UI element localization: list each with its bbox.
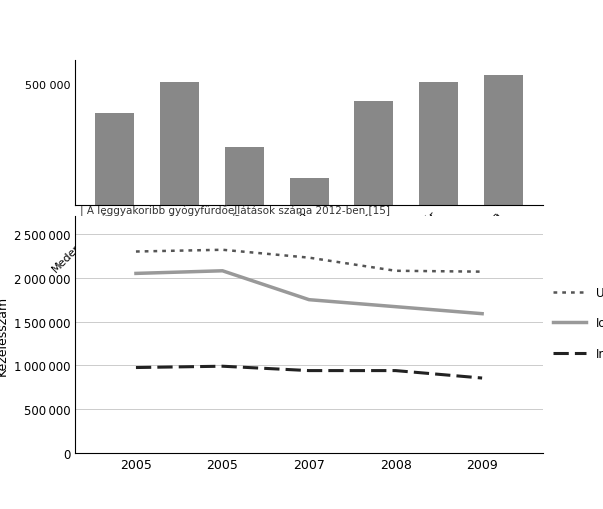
Legend: Ultrahang, Iontoforézis, Interferencia: Ultrahang, Iontoforézis, Interferencia [554, 286, 603, 360]
Iontoforézis [132, 271, 139, 277]
Line: Iontoforézis: Iontoforézis [136, 271, 482, 314]
Line: Ultrahang: Ultrahang [136, 250, 482, 272]
Iontoforézis [219, 268, 226, 274]
Interferencia [392, 368, 399, 374]
Interferencia [305, 368, 312, 374]
Y-axis label: Kezelésszám: Kezelésszám [0, 295, 8, 375]
Iontoforézis [392, 304, 399, 310]
Interferencia [479, 375, 486, 381]
Ultrahang [132, 249, 139, 255]
Bar [95, 114, 134, 205]
Bar [225, 148, 264, 205]
Ultrahang [392, 268, 399, 274]
Interferencia [219, 363, 226, 370]
Ultrahang [479, 269, 486, 275]
Iontoforézis [305, 297, 312, 303]
Bar [355, 102, 393, 205]
Text: | A leggyakoribb gyógyfürdőellátások száma 2012-ben [15]: | A leggyakoribb gyógyfürdőellátások szá… [80, 206, 390, 217]
Bar [484, 75, 523, 205]
Ultrahang [219, 247, 226, 253]
Interferencia [132, 365, 139, 371]
Iontoforézis [479, 311, 486, 317]
Bar [160, 82, 199, 205]
Line: Interferencia: Interferencia [136, 366, 482, 378]
Ultrahang [305, 255, 312, 261]
Bar [289, 179, 329, 205]
Bar [419, 82, 458, 205]
